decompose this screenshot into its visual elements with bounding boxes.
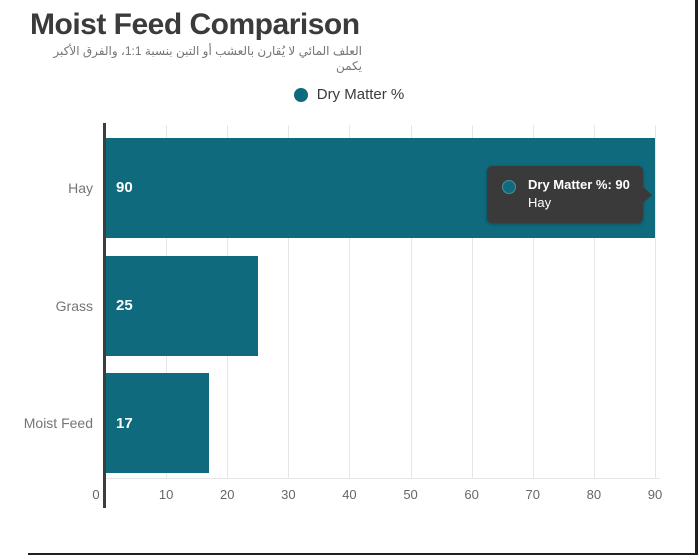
category-label-hay: Hay — [68, 179, 93, 196]
bar-grass[interactable]: 25 — [105, 255, 258, 356]
y-axis-line — [103, 123, 106, 508]
x-tick-label-30: 30 — [281, 487, 296, 502]
category-label-grass: Grass — [55, 297, 93, 314]
tooltip: Dry Matter %: 90 Hay — [487, 166, 652, 223]
gridline-60 — [471, 125, 473, 478]
x-tick-label-70: 70 — [525, 487, 540, 502]
category-label-moist-feed: Moist Feed — [23, 415, 93, 432]
gridline-50 — [410, 125, 412, 478]
plot-baseline — [105, 478, 660, 479]
tooltip-category-text: Hay — [528, 195, 552, 210]
legend-label: Dry Matter % — [316, 86, 405, 103]
bar-value-label: 25 — [116, 297, 133, 314]
x-tick-label-40: 40 — [342, 487, 357, 502]
gridline-80 — [593, 125, 595, 478]
x-tick-label-80: 80 — [586, 487, 602, 502]
x-tick-label-60: 60 — [464, 487, 479, 502]
gridline-90 — [655, 125, 656, 478]
gridline-30 — [288, 125, 290, 478]
chart-title: Moist Feed Comparison — [30, 8, 360, 41]
legend-item-dry-matter[interactable]: Dry Matter % — [0, 86, 698, 103]
x-tick-label-20: 20 — [219, 487, 235, 502]
chart-subtitle-arabic: العلف المائي لا يُقارن بالعشب أو التبن ب… — [53, 44, 362, 73]
bar-moist-feed[interactable]: 17 — [105, 373, 209, 474]
bar-value-label: 90 — [116, 179, 133, 197]
tooltip-series-dot-icon — [502, 180, 516, 194]
frame-border-right — [695, 0, 698, 555]
x-tick-label-10: 10 — [158, 487, 174, 502]
x-tick-label-50: 50 — [403, 487, 418, 502]
frame-border-bottom — [28, 553, 698, 555]
x-tick-label-90: 90 — [647, 487, 663, 502]
gridline-40 — [349, 125, 351, 478]
tooltip-value-text: Dry Matter %: 90 — [528, 177, 630, 192]
legend-dot-icon — [293, 87, 308, 102]
gridline-70 — [532, 125, 534, 478]
bar-value-label: 17 — [116, 414, 133, 432]
x-tick-label-0: 0 — [92, 487, 100, 502]
